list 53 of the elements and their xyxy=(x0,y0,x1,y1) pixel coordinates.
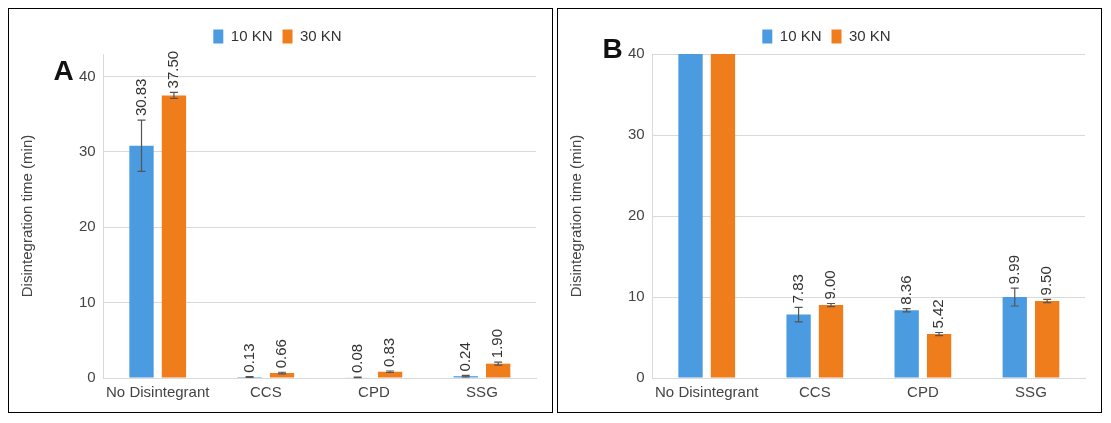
y-tick-label: 40 xyxy=(79,66,96,84)
data-label: 0.13 xyxy=(239,343,257,373)
x-tick-label: CPD xyxy=(907,383,939,401)
legend-label: 10 KN xyxy=(779,26,822,44)
x-tick-label: CCS xyxy=(249,383,282,401)
x-tick-label: CPD xyxy=(358,383,390,401)
data-label: 0.83 xyxy=(380,337,398,367)
y-axis-title: Disintegration time (min) xyxy=(18,134,36,298)
bar xyxy=(1035,301,1060,378)
bar xyxy=(926,334,952,378)
data-label: 37.50 xyxy=(164,50,182,89)
data-label: 5.42 xyxy=(929,299,947,329)
y-tick-label: 40 xyxy=(628,44,645,62)
y-tick-label: 10 xyxy=(79,292,96,310)
chart-title: B xyxy=(602,32,623,64)
y-tick-label: 10 xyxy=(628,287,645,305)
data-label: 8.36 xyxy=(896,275,914,305)
legend-label: 10 KN xyxy=(230,26,273,44)
data-label: 9.99 xyxy=(1004,254,1022,285)
x-tick-label: No Disintegrant xyxy=(655,383,760,401)
data-label: 1.90 xyxy=(488,328,506,359)
bar xyxy=(129,145,154,378)
data-label: 30.83 xyxy=(131,78,149,117)
x-tick-label: SSG xyxy=(466,383,498,401)
data-label: 7.83 xyxy=(788,274,806,304)
bar xyxy=(269,373,295,378)
chart-title: A xyxy=(53,55,74,87)
x-tick-label: No Disintegrant xyxy=(106,383,211,401)
y-tick-label: 20 xyxy=(79,217,96,235)
bar xyxy=(710,54,736,378)
y-tick-label: 30 xyxy=(628,125,645,143)
data-label: 9.00 xyxy=(821,270,839,300)
bar xyxy=(818,305,844,378)
y-tick-label: 20 xyxy=(628,206,645,224)
y-axis-title: Disintegration time (min) xyxy=(567,134,585,298)
x-tick-label: SSG xyxy=(1015,383,1047,401)
legend-label: 30 KN xyxy=(300,26,342,44)
data-label: 0.66 xyxy=(272,339,290,369)
data-label: 9.50 xyxy=(1037,266,1055,296)
bar xyxy=(678,54,703,378)
bar xyxy=(786,314,811,378)
y-tick-label: 0 xyxy=(87,368,96,386)
legend-label: 30 KN xyxy=(849,26,891,44)
bar xyxy=(894,310,919,378)
y-tick-label: 30 xyxy=(79,142,96,160)
bar xyxy=(1002,297,1027,378)
bar xyxy=(161,95,187,378)
x-tick-label: CCS xyxy=(798,383,831,401)
y-tick-label: 0 xyxy=(636,368,645,386)
data-label: 0.24 xyxy=(455,342,473,372)
data-label: 0.08 xyxy=(347,343,365,374)
bar xyxy=(486,363,511,378)
bar xyxy=(377,371,403,378)
